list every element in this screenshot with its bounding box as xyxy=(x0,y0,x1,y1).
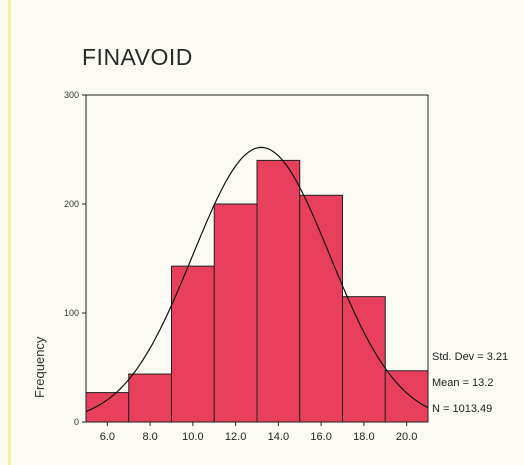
ticks-layer: 0 100 200 300 6.0 8.0 10.0 12.0 14.0 16.0 18.0 20.0 xyxy=(64,90,417,443)
histogram-bar xyxy=(256,159,301,423)
y-tick-label: 200 xyxy=(64,199,79,209)
x-tick-label: 12.0 xyxy=(225,431,246,443)
x-tick-label: 6.0 xyxy=(100,431,115,443)
curve-layer xyxy=(85,146,429,413)
y-tick-label: 100 xyxy=(64,308,79,318)
histogram-bar xyxy=(171,265,215,423)
x-tick-label: 16.0 xyxy=(310,431,331,443)
histogram-bar xyxy=(384,370,429,423)
x-tick-label: 8.0 xyxy=(142,431,157,443)
page-edge-stripe xyxy=(8,0,11,465)
bars-layer xyxy=(85,159,429,423)
y-tick-label: 300 xyxy=(64,90,79,100)
x-tick-label: 18.0 xyxy=(353,431,374,443)
x-tick-label: 20.0 xyxy=(396,431,417,443)
n-label: N = 1013.49 xyxy=(432,403,492,415)
axes-layer xyxy=(85,94,429,423)
histogram-bar xyxy=(85,392,130,423)
histogram-bar xyxy=(213,203,258,423)
chart-title: FINAVOID xyxy=(82,44,193,70)
y-tick-label: 0 xyxy=(74,417,79,427)
normal-curve xyxy=(85,146,429,413)
histogram-bar xyxy=(299,194,343,423)
y-axis-label: Frequency xyxy=(32,336,47,398)
x-tick-label: 10.0 xyxy=(182,431,203,443)
mean-label: Mean = 13.2 xyxy=(432,377,493,389)
histogram-bar xyxy=(128,373,172,423)
std-dev-label: Std. Dev = 3.21 xyxy=(432,351,508,363)
x-tick-label: 14.0 xyxy=(268,431,289,443)
histogram-bar xyxy=(342,296,386,423)
plot-frame xyxy=(85,94,429,423)
